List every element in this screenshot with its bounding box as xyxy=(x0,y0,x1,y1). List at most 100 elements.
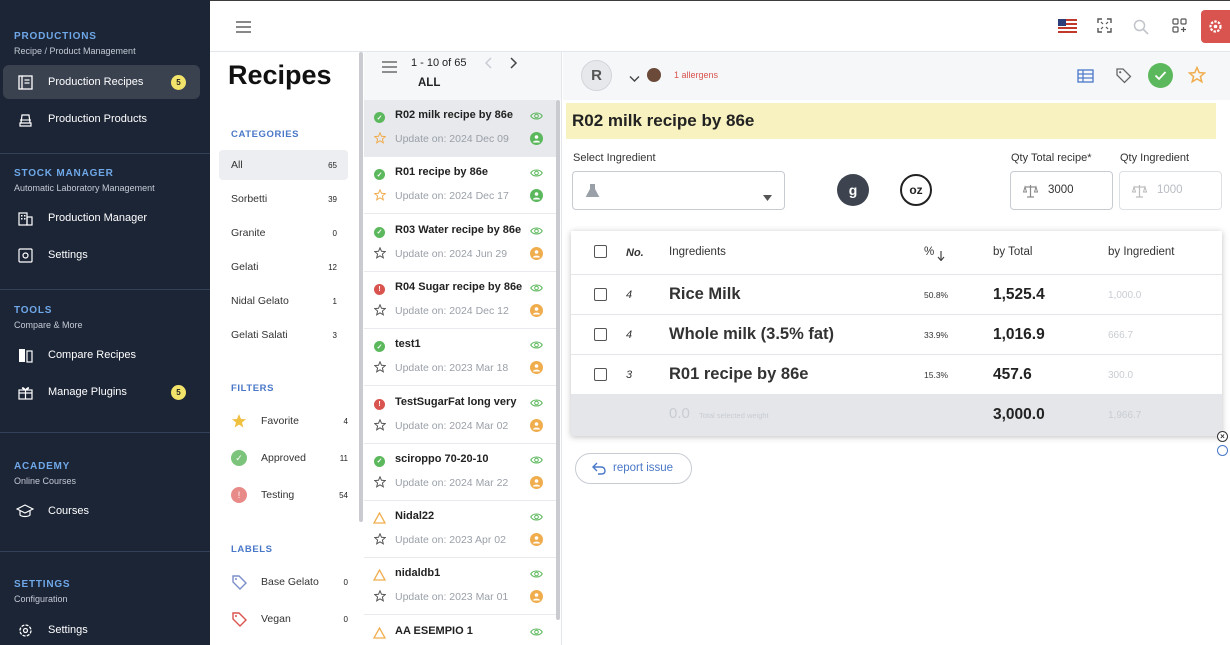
star-icon[interactable] xyxy=(374,132,386,144)
star-icon[interactable] xyxy=(374,475,386,488)
filter-count: 4 xyxy=(343,416,348,426)
sidebar-item-settings[interactable]: Settings xyxy=(3,613,200,645)
settings-button[interactable] xyxy=(1201,10,1230,43)
eye-icon[interactable] xyxy=(530,455,543,465)
star-icon[interactable] xyxy=(374,246,386,259)
allergens-link[interactable]: 1 allergens xyxy=(674,70,719,80)
category-item-nidal-gelato[interactable]: Nidal Gelato 1 xyxy=(219,286,348,316)
list-item[interactable]: ✓ R01 recipe by 86e Update on: 2024 Dec 17 xyxy=(364,157,556,215)
label-count: 0 xyxy=(343,577,348,587)
ingredient-percent: 33.9% xyxy=(924,330,949,340)
chevron-left-icon[interactable] xyxy=(484,56,494,70)
widget-circle-icon[interactable] xyxy=(1217,445,1228,456)
category-item-all[interactable]: All 65 xyxy=(219,150,348,180)
table-row[interactable]: 3 R01 recipe by 86e 15.3% 457.6 300.0 xyxy=(571,355,1222,395)
favorite-star-icon[interactable] xyxy=(1187,65,1207,84)
star-icon[interactable] xyxy=(374,189,386,202)
star-icon[interactable] xyxy=(374,590,386,603)
ingredient-select[interactable] xyxy=(572,171,785,210)
qty-ingredient-field[interactable]: 1000 xyxy=(1119,171,1222,210)
search-icon[interactable] xyxy=(1133,19,1149,35)
graduation-cap-icon xyxy=(16,502,34,520)
filters-heading: FILTERS xyxy=(231,383,275,394)
list-item[interactable]: ✓ R03 Water recipe by 86e Update on: 2024 … xyxy=(364,215,556,272)
select-all-checkbox[interactable] xyxy=(594,245,607,258)
list-item[interactable]: ✓ R02 milk recipe by 86e Update on: 2024 D… xyxy=(364,100,556,157)
unit-ounces-button[interactable]: oz xyxy=(900,174,932,206)
row-checkbox[interactable] xyxy=(594,328,607,341)
star-icon[interactable] xyxy=(374,303,386,316)
fullscreen-icon[interactable] xyxy=(1097,18,1112,33)
eye-icon[interactable] xyxy=(530,398,543,408)
chevron-down-icon[interactable] xyxy=(629,70,640,82)
table-row[interactable]: 4 Whole milk (3.5% fat) 33.9% 1,016.9 66… xyxy=(571,315,1222,355)
star-icon[interactable] xyxy=(374,533,386,545)
label-item-vegan[interactable]: Vegan 0 xyxy=(231,606,348,632)
eye-icon[interactable] xyxy=(530,168,543,178)
category-item-granite[interactable]: Granite 0 xyxy=(219,218,348,248)
flask-icon xyxy=(585,183,600,198)
alert-circle-icon: ! xyxy=(231,487,247,503)
sort-down-arrow-icon[interactable] xyxy=(937,248,945,262)
scrollbar[interactable] xyxy=(359,52,363,522)
category-item-gelati[interactable]: Gelati 12 xyxy=(219,252,348,282)
close-circle-icon[interactable]: × xyxy=(1217,431,1228,442)
sidebar-item-compare-recipes[interactable]: Compare Recipes xyxy=(3,338,200,372)
tag-icon[interactable] xyxy=(1115,67,1132,84)
section-subtitle-productions: Recipe / Product Management xyxy=(14,46,136,56)
pagination-range: 1 - 10 xyxy=(411,57,440,69)
eye-icon[interactable] xyxy=(530,226,543,236)
filter-item-testing[interactable]: ! Testing 54 xyxy=(231,482,348,508)
list-item[interactable]: nidaldb1 Update on: 2023 Mar 01 xyxy=(364,558,556,616)
row-checkbox[interactable] xyxy=(594,288,607,301)
eye-icon[interactable] xyxy=(530,512,543,522)
sidebar-item-stock-settings[interactable]: Settings xyxy=(3,238,200,272)
header-percent[interactable]: % xyxy=(924,246,935,258)
category-item-sorbetti[interactable]: Sorbetti 39 xyxy=(219,184,348,214)
report-issue-button[interactable]: report issue xyxy=(575,453,692,484)
star-icon[interactable] xyxy=(374,418,386,431)
sidebar-item-production-manager[interactable]: Production Manager xyxy=(3,201,200,235)
list-item[interactable]: ✓ test1 Update on: 2023 Mar 18 xyxy=(364,329,556,387)
us-flag-icon[interactable] xyxy=(1058,19,1077,33)
category-label: Granite xyxy=(231,227,266,239)
eye-icon[interactable] xyxy=(530,627,543,637)
apps-icon[interactable] xyxy=(1172,18,1187,33)
scrollbar[interactable] xyxy=(556,100,560,620)
star-icon xyxy=(231,413,247,429)
sidebar-item-production-recipes[interactable]: Production Recipes 5 xyxy=(3,65,200,99)
list-item[interactable]: AA ESEMPIO 1 xyxy=(364,616,556,645)
unit-grams-button[interactable]: g xyxy=(837,174,869,206)
list-item[interactable]: ! TestSugarFat long very Update on: 2024 M… xyxy=(364,387,556,444)
eye-icon[interactable] xyxy=(530,340,543,350)
filter-item-favorite[interactable]: Favorite 4 xyxy=(231,408,348,434)
user-icon xyxy=(530,189,543,203)
sidebar-item-courses[interactable]: Courses xyxy=(3,494,200,528)
header-ingredients[interactable]: Ingredients xyxy=(669,246,726,258)
eye-icon[interactable] xyxy=(530,111,543,121)
header-by-total[interactable]: by Total xyxy=(993,246,1033,258)
tag-icon xyxy=(231,574,247,590)
header-by-ingredient[interactable]: by Ingredient xyxy=(1108,246,1175,258)
hamburger-menu-icon[interactable] xyxy=(236,20,251,33)
category-item-gelati-salati[interactable]: Gelati Salati 3 xyxy=(219,320,348,350)
list-item[interactable]: Nidal22 Update on: 2023 Apr 02 xyxy=(364,501,556,559)
approved-status-button[interactable] xyxy=(1148,63,1173,88)
list-item[interactable]: ! R04 Sugar recipe by 86e Update on: 2024 … xyxy=(364,272,556,329)
chevron-right-icon[interactable] xyxy=(508,56,518,70)
label-item-base-gelato[interactable]: Base Gelato 0 xyxy=(231,569,348,595)
list-menu-icon[interactable] xyxy=(382,60,397,73)
row-checkbox[interactable] xyxy=(594,368,607,381)
table-view-icon[interactable] xyxy=(1077,69,1094,83)
table-row[interactable]: 4 Rice Milk 50.8% 1,525.4 1,000.0 xyxy=(571,275,1222,315)
eye-icon[interactable] xyxy=(530,283,543,293)
filter-item-approved[interactable]: ✓ Approved 11 xyxy=(231,445,348,471)
eye-icon[interactable] xyxy=(530,569,543,579)
total-weight: 3,000.0 xyxy=(993,406,1045,423)
list-item[interactable]: ✓ sciroppo 70-20-10 Update on: 2024 Mar 22 xyxy=(364,444,556,501)
star-icon[interactable] xyxy=(374,361,386,374)
avatar[interactable]: R xyxy=(581,60,612,91)
qty-total-field[interactable]: 3000 xyxy=(1010,171,1113,210)
sidebar-item-manage-plugins[interactable]: Manage Plugins 5 xyxy=(3,375,200,409)
sidebar-item-production-products[interactable]: Production Products xyxy=(3,102,200,136)
